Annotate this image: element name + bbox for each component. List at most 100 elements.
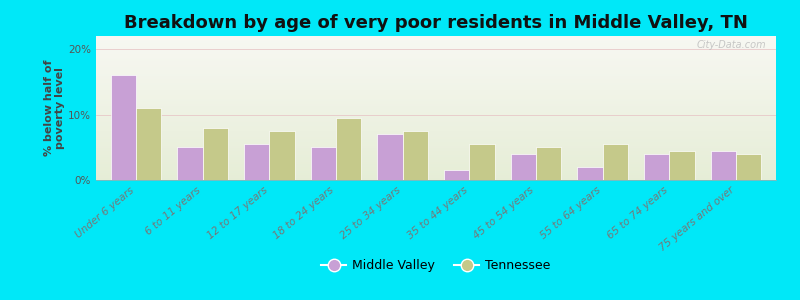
Bar <box>96 99 776 101</box>
Bar <box>96 79 776 81</box>
Bar <box>96 67 776 68</box>
Bar <box>736 154 762 180</box>
Bar <box>96 106 776 108</box>
Bar <box>96 157 776 158</box>
Bar <box>96 137 776 139</box>
Bar <box>96 146 776 148</box>
Bar <box>536 147 562 180</box>
Bar <box>96 58 776 59</box>
Bar <box>96 61 776 63</box>
Bar <box>96 49 776 50</box>
Bar <box>96 128 776 130</box>
Bar <box>96 130 776 131</box>
Bar <box>96 108 776 110</box>
Bar <box>578 167 602 180</box>
Bar <box>96 74 776 76</box>
Bar <box>96 45 776 47</box>
Bar <box>710 151 736 180</box>
Bar <box>96 119 776 121</box>
Bar <box>136 108 162 180</box>
Bar <box>96 166 776 167</box>
Bar <box>244 144 270 180</box>
Bar <box>96 92 776 94</box>
Bar <box>96 131 776 133</box>
Bar <box>96 113 776 115</box>
Bar <box>96 124 776 126</box>
Bar <box>96 148 776 149</box>
Bar <box>96 158 776 160</box>
Bar <box>96 133 776 135</box>
Bar <box>378 134 402 180</box>
Bar <box>96 50 776 52</box>
Bar <box>178 147 202 180</box>
Bar <box>96 110 776 112</box>
Bar <box>96 122 776 124</box>
Bar <box>96 160 776 162</box>
Bar <box>96 56 776 58</box>
Bar <box>96 95 776 97</box>
Bar <box>96 167 776 169</box>
Bar <box>96 175 776 176</box>
Bar <box>96 164 776 166</box>
Bar <box>310 147 336 180</box>
Bar <box>96 52 776 54</box>
Bar <box>96 101 776 103</box>
Bar <box>670 151 694 180</box>
Bar <box>96 176 776 178</box>
Bar <box>96 76 776 77</box>
Bar <box>96 47 776 49</box>
Bar <box>96 135 776 137</box>
Title: Breakdown by age of very poor residents in Middle Valley, TN: Breakdown by age of very poor residents … <box>124 14 748 32</box>
Text: City-Data.com: City-Data.com <box>696 40 766 50</box>
Bar <box>96 139 776 140</box>
Bar <box>444 170 470 180</box>
Bar <box>96 81 776 83</box>
Bar <box>96 40 776 41</box>
Bar <box>96 86 776 88</box>
Bar <box>96 77 776 79</box>
Y-axis label: % below half of
poverty level: % below half of poverty level <box>44 60 66 156</box>
Bar <box>96 103 776 104</box>
Bar <box>96 153 776 155</box>
Bar <box>270 131 294 180</box>
Bar <box>96 126 776 128</box>
Bar <box>96 115 776 117</box>
Bar <box>96 162 776 164</box>
Bar <box>96 36 776 38</box>
Bar <box>96 43 776 45</box>
Bar <box>96 85 776 86</box>
Bar <box>510 154 536 180</box>
Bar <box>96 83 776 85</box>
Bar <box>96 54 776 56</box>
Bar <box>96 38 776 40</box>
Bar <box>96 88 776 90</box>
Bar <box>96 70 776 72</box>
Bar <box>470 144 494 180</box>
Bar <box>96 151 776 153</box>
Bar <box>96 155 776 157</box>
Bar <box>96 149 776 151</box>
Bar <box>96 65 776 67</box>
Bar <box>96 68 776 70</box>
Bar <box>96 178 776 180</box>
Legend: Middle Valley, Tennessee: Middle Valley, Tennessee <box>316 254 556 278</box>
Bar <box>96 72 776 74</box>
Bar <box>110 75 136 180</box>
Bar <box>96 121 776 122</box>
Bar <box>96 63 776 65</box>
Bar <box>96 169 776 171</box>
Bar <box>644 154 670 180</box>
Bar <box>336 118 362 180</box>
Bar <box>202 128 228 180</box>
Bar <box>96 104 776 106</box>
Bar <box>96 112 776 113</box>
Bar <box>602 144 628 180</box>
Bar <box>96 171 776 173</box>
Bar <box>96 142 776 144</box>
Bar <box>96 173 776 175</box>
Bar <box>96 117 776 119</box>
Bar <box>96 90 776 92</box>
Bar <box>96 97 776 99</box>
Bar <box>96 41 776 43</box>
Bar <box>96 144 776 146</box>
